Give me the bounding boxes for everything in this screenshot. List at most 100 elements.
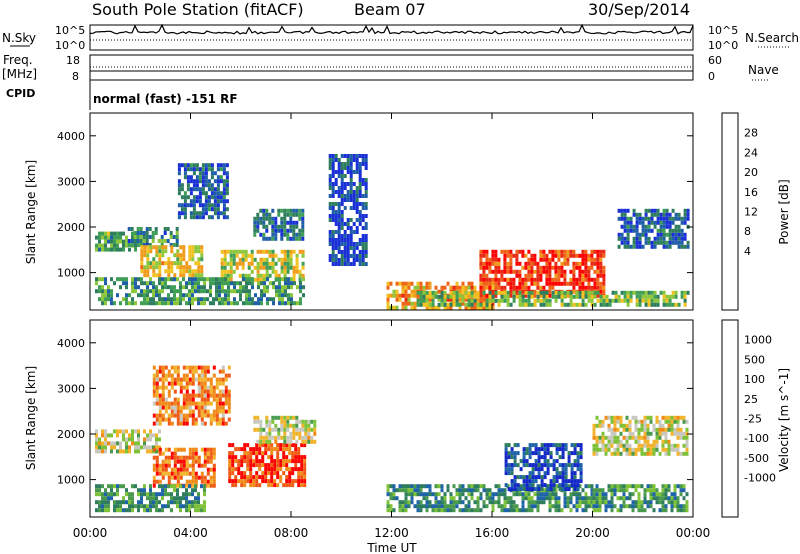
data-cell bbox=[277, 427, 281, 432]
data-cell bbox=[518, 290, 522, 295]
data-cell bbox=[176, 479, 180, 484]
data-cell bbox=[134, 289, 137, 294]
data-cell bbox=[292, 277, 296, 282]
data-cell bbox=[227, 365, 231, 370]
data-cell bbox=[352, 246, 356, 250]
data-cell bbox=[658, 431, 662, 436]
data-cell bbox=[180, 203, 184, 208]
data-cell bbox=[410, 496, 414, 501]
data-cell bbox=[191, 417, 195, 422]
data-cell bbox=[515, 508, 519, 513]
data-cell bbox=[143, 301, 146, 306]
data-cell bbox=[346, 222, 350, 226]
data-cell bbox=[537, 487, 541, 492]
data-cell bbox=[167, 471, 171, 476]
data-cell bbox=[167, 393, 171, 398]
data-cell bbox=[422, 298, 426, 303]
data-cell bbox=[590, 298, 594, 303]
data-cell bbox=[125, 285, 128, 290]
data-cell bbox=[288, 443, 292, 448]
data-cell bbox=[179, 417, 183, 422]
data-cell bbox=[200, 253, 204, 258]
data-cell bbox=[658, 500, 662, 505]
data-cell bbox=[455, 294, 459, 299]
data-cell bbox=[197, 265, 201, 270]
data-cell bbox=[537, 455, 541, 460]
data-cell bbox=[576, 455, 580, 460]
data-cell bbox=[530, 277, 534, 282]
data-cell bbox=[155, 413, 159, 418]
data-cell bbox=[485, 285, 489, 290]
data-cell bbox=[355, 158, 359, 162]
data-cell bbox=[122, 500, 125, 505]
data-cell bbox=[104, 243, 107, 248]
data-cell bbox=[579, 463, 583, 468]
data-cell bbox=[598, 419, 602, 424]
data-cell bbox=[155, 421, 159, 426]
data-cell bbox=[182, 253, 186, 258]
data-cell bbox=[125, 235, 128, 240]
colorbar-tick-label: -100 bbox=[744, 432, 769, 445]
data-cell bbox=[361, 262, 365, 266]
data-cell bbox=[560, 302, 564, 307]
data-cell bbox=[626, 298, 630, 303]
data-cell bbox=[289, 423, 293, 428]
data-cell bbox=[228, 467, 232, 472]
data-cell bbox=[176, 467, 180, 472]
data-cell bbox=[137, 293, 140, 298]
data-cell bbox=[561, 475, 565, 480]
data-cell bbox=[566, 249, 570, 254]
data-cell bbox=[494, 500, 498, 505]
data-cell bbox=[632, 236, 636, 241]
data-cell bbox=[343, 254, 347, 258]
data-cell bbox=[143, 245, 147, 250]
data-cell bbox=[389, 508, 393, 513]
data-cell bbox=[628, 451, 632, 456]
data-cell bbox=[201, 203, 205, 208]
data-cell bbox=[203, 297, 206, 302]
data-cell bbox=[241, 261, 245, 266]
data-cell bbox=[279, 463, 283, 468]
data-cell bbox=[590, 496, 594, 501]
data-cell bbox=[596, 265, 600, 270]
data-cell bbox=[234, 447, 238, 452]
data-cell bbox=[262, 212, 266, 217]
data-cell bbox=[191, 488, 194, 493]
data-cell bbox=[176, 397, 180, 402]
data-cell bbox=[158, 393, 162, 398]
data-cell bbox=[173, 451, 177, 456]
data-cell bbox=[293, 281, 296, 286]
data-cell bbox=[331, 214, 335, 218]
data-cell bbox=[617, 244, 621, 249]
data-cell bbox=[561, 467, 565, 472]
data-cell bbox=[221, 369, 225, 374]
data-cell bbox=[191, 447, 195, 452]
data-cell bbox=[566, 290, 570, 295]
data-cell bbox=[572, 277, 576, 282]
data-cell bbox=[349, 206, 353, 210]
data-cell bbox=[149, 265, 153, 270]
data-cell bbox=[198, 171, 202, 176]
data-cell bbox=[158, 467, 162, 472]
data-cell bbox=[283, 269, 287, 274]
data-cell bbox=[146, 281, 149, 286]
data-cell bbox=[458, 488, 462, 493]
data-cell bbox=[155, 265, 159, 270]
data-cell bbox=[194, 447, 198, 452]
data-cell bbox=[542, 285, 546, 290]
data-cell bbox=[188, 265, 192, 270]
data-cell bbox=[222, 171, 226, 176]
data-cell bbox=[575, 492, 579, 497]
data-cell bbox=[119, 231, 122, 236]
data-cell bbox=[485, 504, 489, 509]
data-cell bbox=[155, 393, 159, 398]
data-cell bbox=[622, 488, 626, 493]
data-cell bbox=[185, 397, 189, 402]
data-cell bbox=[407, 281, 411, 286]
data-cell bbox=[464, 294, 468, 299]
data-cell bbox=[191, 293, 194, 298]
data-cell bbox=[212, 471, 216, 476]
data-cell bbox=[419, 508, 423, 513]
data-cell bbox=[188, 447, 192, 452]
data-cell bbox=[584, 257, 588, 262]
